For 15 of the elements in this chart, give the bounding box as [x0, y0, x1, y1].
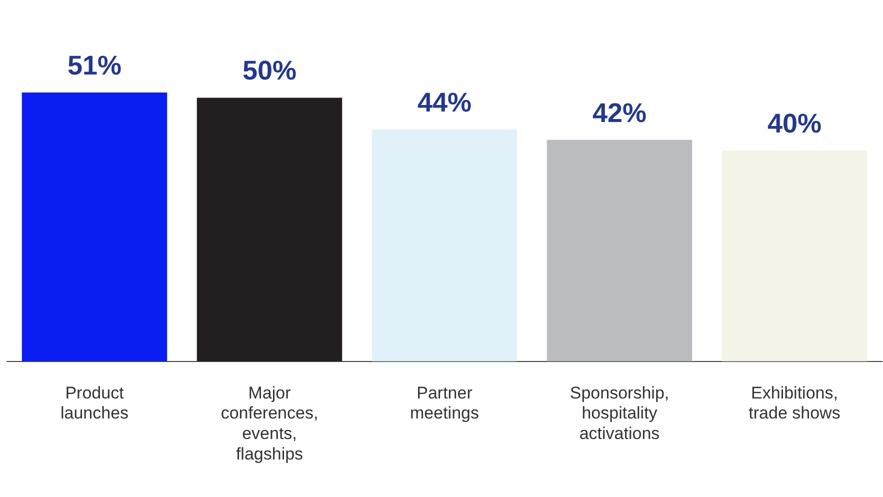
bar — [372, 129, 518, 362]
x-tick-label: Exhibitions, trade shows — [748, 383, 840, 423]
data-label: 42% — [592, 98, 647, 128]
bar — [196, 98, 342, 362]
bar — [722, 150, 868, 362]
data-label: 50% — [242, 56, 297, 86]
bar — [546, 140, 692, 362]
data-label: 51% — [67, 50, 122, 80]
x-tick-label: Product launches — [60, 383, 129, 423]
data-label: 40% — [767, 108, 822, 138]
bar — [22, 92, 168, 362]
data-label: 44% — [417, 87, 472, 118]
x-tick-label: Major conferences, events, flagships — [220, 383, 318, 464]
x-tick-label: Partner meetings — [410, 383, 479, 423]
x-tick-label: Sponsorship, hospitality activations — [570, 383, 670, 444]
